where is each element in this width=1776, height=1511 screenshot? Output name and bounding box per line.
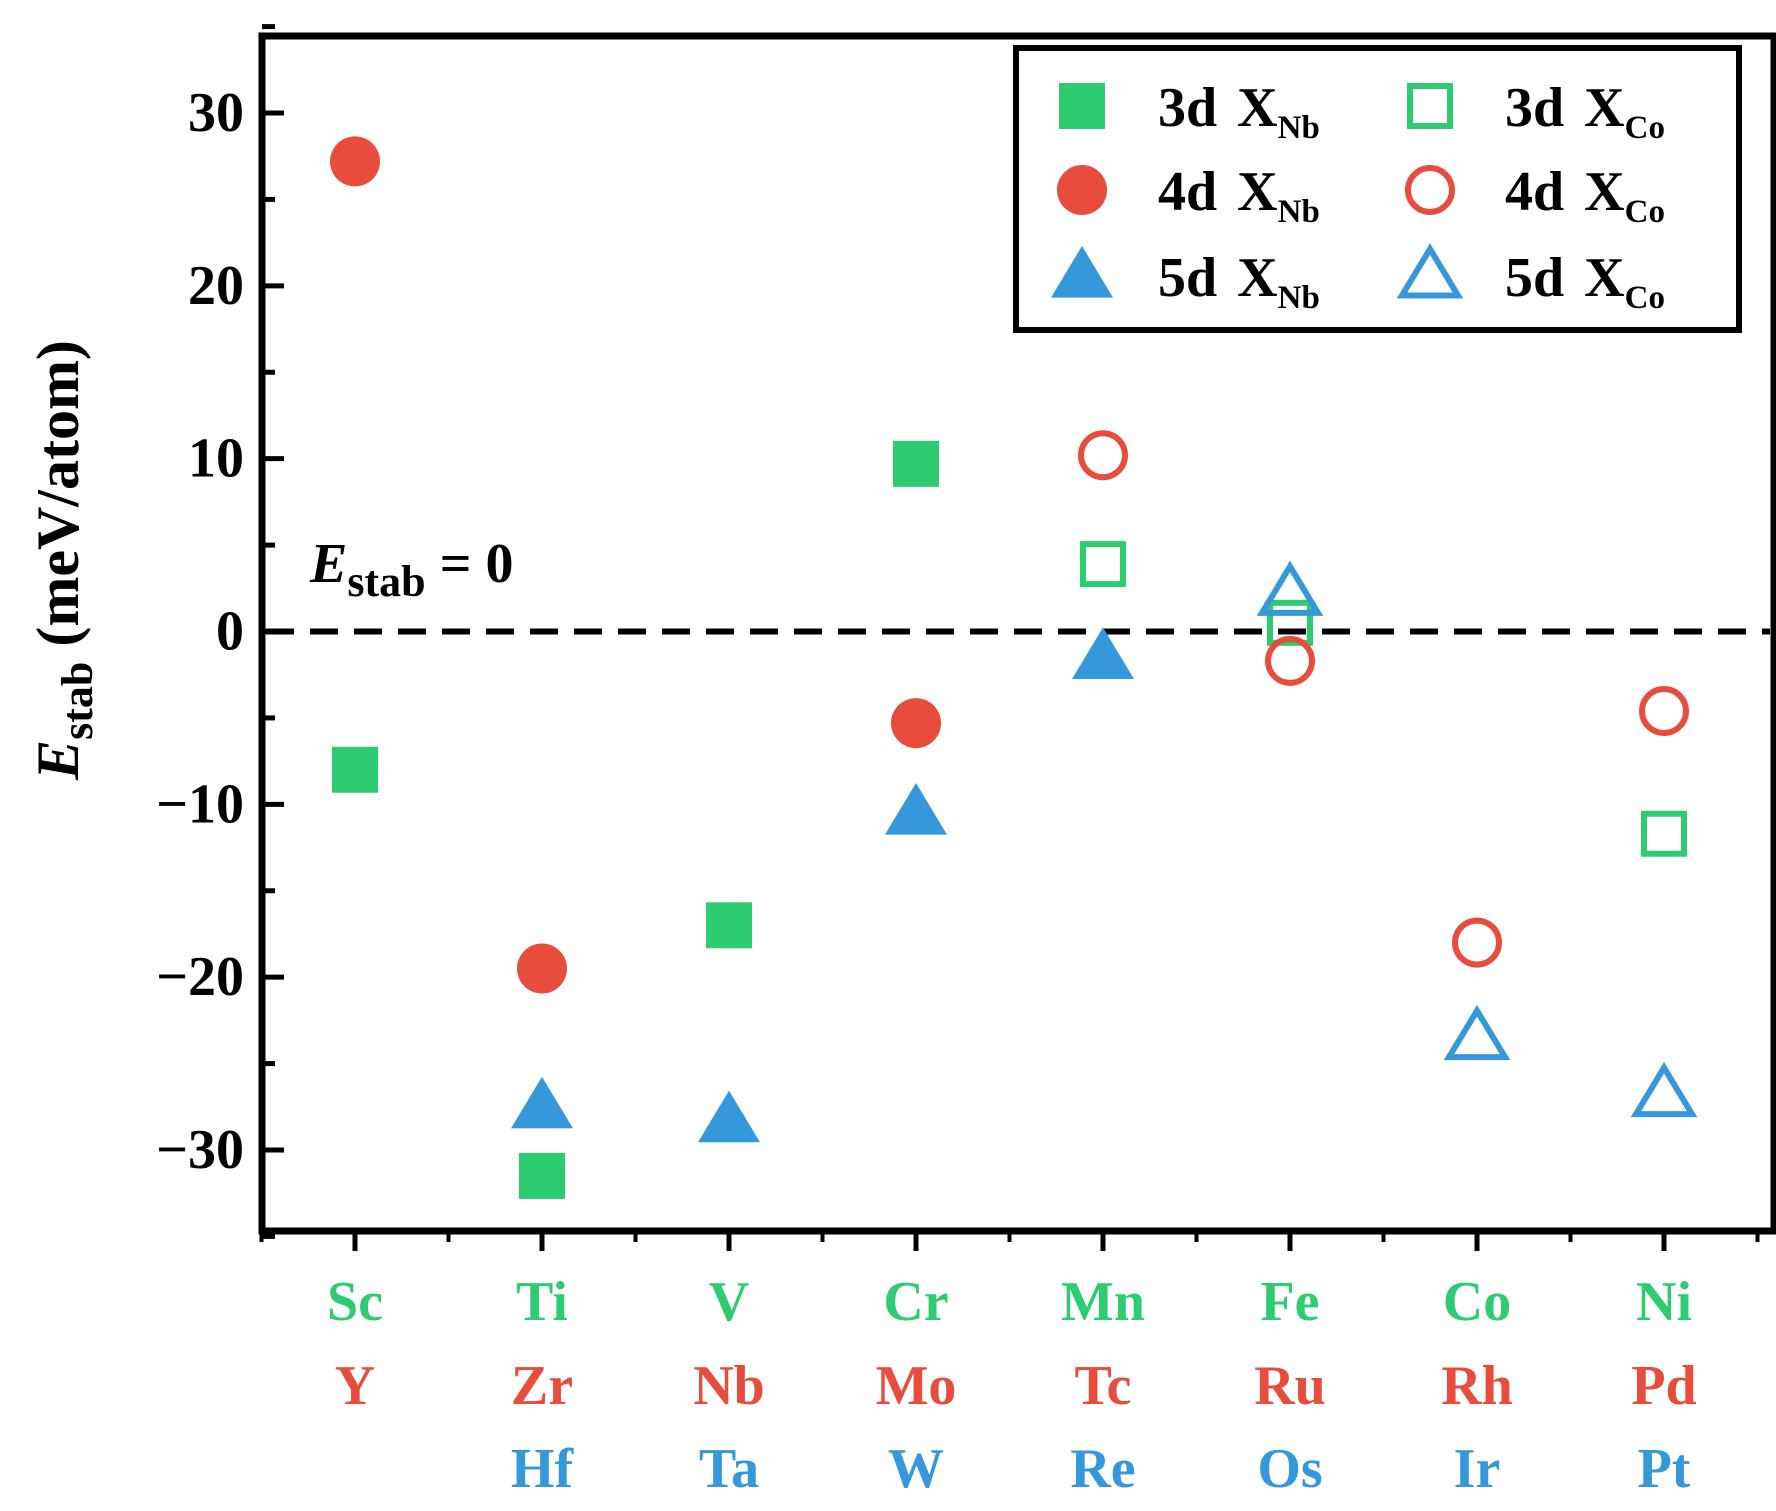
x-category-label: Nb xyxy=(693,1355,765,1417)
y-tick-label: −20 xyxy=(156,946,244,1008)
x-category-label: Cr xyxy=(883,1271,948,1333)
legend-label: 4d XCo xyxy=(1505,161,1665,230)
legend-label: 5d XNb xyxy=(1158,247,1320,316)
x-category-label: V xyxy=(709,1271,749,1333)
zero-line-annotation: Estab = 0 xyxy=(309,533,514,606)
legend-marker-5d-x-nb xyxy=(1051,246,1113,298)
x-category-label: Pt xyxy=(1638,1438,1691,1500)
legend-marker-4d-x-nb xyxy=(1057,165,1107,215)
y-tick-label: 10 xyxy=(188,428,244,490)
legend-marker-3d-x-nb xyxy=(1059,83,1105,129)
data-point-4d-x-nb xyxy=(891,698,941,749)
data-point-3d-x-co xyxy=(1641,810,1687,857)
data-point-5d-x-nb xyxy=(698,1090,760,1143)
data-point-3d-x-co xyxy=(1080,541,1126,588)
data-point-4d-x-co xyxy=(1639,686,1689,737)
data-point-3d-x-nb xyxy=(893,440,939,487)
data-point-5d-x-co xyxy=(1630,1061,1698,1118)
legend-marker-3d-x-co xyxy=(1407,83,1453,129)
data-point-4d-x-co xyxy=(1078,430,1128,481)
x-category-label: Ta xyxy=(699,1438,759,1500)
y-tick-label: −10 xyxy=(156,773,244,835)
y-tick-label: 0 xyxy=(216,601,244,663)
y-axis-title: Estab (meV/atom) xyxy=(25,340,102,781)
x-category-label: Mo xyxy=(876,1355,957,1417)
legend-marker-5d-x-co xyxy=(1396,243,1464,299)
data-point-3d-x-nb xyxy=(519,1152,565,1199)
x-category-label: Zr xyxy=(511,1355,573,1417)
legend-label: 3d XNb xyxy=(1158,77,1320,146)
x-category-label: Pd xyxy=(1631,1355,1696,1417)
legend-label: 3d XCo xyxy=(1505,77,1665,146)
x-category-label: Ti xyxy=(516,1271,568,1333)
x-category-label: Os xyxy=(1257,1438,1322,1500)
x-category-label: Mn xyxy=(1061,1271,1145,1333)
data-point-5d-x-nb xyxy=(885,782,947,835)
y-tick-label: 30 xyxy=(188,82,244,144)
x-category-label: Tc xyxy=(1074,1355,1131,1417)
x-category-label: Ir xyxy=(1454,1438,1501,1500)
data-point-5d-x-co xyxy=(1256,560,1324,616)
data-point-5d-x-nb xyxy=(511,1076,573,1129)
data-point-5d-x-nb xyxy=(1072,627,1134,680)
data-point-3d-x-nb xyxy=(332,746,378,793)
legend-label: 5d XCo xyxy=(1505,247,1665,316)
data-point-4d-x-nb xyxy=(517,943,567,994)
legend-marker-4d-x-co xyxy=(1405,165,1455,215)
legend-box xyxy=(1013,45,1742,333)
x-category-label: W xyxy=(888,1438,944,1500)
data-point-3d-x-co xyxy=(1267,599,1313,646)
x-category-label: Ni xyxy=(1636,1271,1692,1333)
x-category-label: Re xyxy=(1070,1438,1135,1500)
y-tick-label: −30 xyxy=(156,1119,244,1181)
legend-label: 4d XNb xyxy=(1158,161,1320,230)
x-category-label: Ru xyxy=(1254,1355,1326,1417)
x-category-label: Y xyxy=(335,1355,375,1417)
data-point-4d-x-co xyxy=(1265,635,1315,686)
x-category-label: Co xyxy=(1443,1271,1511,1333)
data-point-4d-x-co xyxy=(1452,917,1502,968)
x-category-label: Rh xyxy=(1441,1355,1513,1417)
data-point-4d-x-nb xyxy=(330,136,380,187)
y-tick-label: 20 xyxy=(188,255,244,317)
x-category-label: Sc xyxy=(327,1271,383,1333)
x-category-label: Hf xyxy=(511,1438,575,1500)
data-point-3d-x-nb xyxy=(706,902,752,949)
data-point-5d-x-co xyxy=(1443,1004,1511,1061)
x-category-label: Fe xyxy=(1260,1271,1319,1333)
